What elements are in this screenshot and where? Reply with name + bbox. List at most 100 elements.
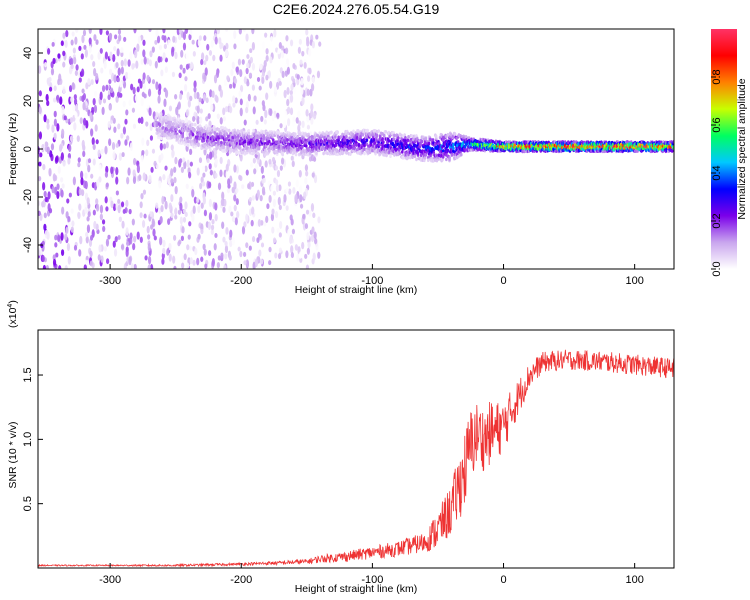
noise-cell: [269, 36, 274, 42]
noise-cell: [214, 172, 218, 179]
noise-cell: [253, 168, 257, 175]
noise-cell: [52, 97, 57, 103]
noise-cell: [113, 248, 118, 257]
noise-cell: [301, 120, 305, 129]
noise-cell: [229, 106, 233, 114]
noise-cell: [149, 135, 154, 141]
noise-cell: [79, 117, 83, 124]
ridge-cell: [408, 155, 412, 160]
noise-cell: [213, 74, 218, 84]
noise-cell: [81, 34, 85, 44]
noise-cell: [122, 100, 126, 108]
noise-cell: [122, 208, 126, 214]
ridge-cell: [257, 146, 261, 151]
ridge-cell: [340, 146, 344, 151]
ridge-cell: [346, 131, 350, 136]
noise-cell: [281, 45, 285, 52]
ridge-cell: [366, 128, 369, 133]
noise-cell: [92, 97, 96, 106]
noise-cell: [234, 217, 238, 226]
noise-cell: [274, 252, 278, 259]
noise-cell: [186, 159, 190, 168]
noise-cell: [157, 95, 161, 104]
noise-cell: [229, 229, 233, 238]
noise-cell: [73, 244, 78, 251]
noise-cell: [140, 155, 144, 162]
noise-cell: [193, 196, 198, 204]
noise-cell: [308, 67, 312, 75]
noise-cell: [115, 143, 119, 148]
noise-cell: [146, 74, 150, 82]
noise-cell: [117, 198, 121, 205]
noise-cell: [208, 250, 212, 256]
noise-cell: [82, 29, 87, 37]
noise-cell: [43, 190, 47, 198]
noise-cell: [311, 40, 316, 49]
noise-cell: [127, 59, 131, 67]
ridge-cell: [272, 146, 276, 151]
noise-cell: [82, 101, 86, 111]
noise-cell: [233, 43, 237, 50]
noise-cell: [278, 232, 282, 238]
noise-cell: [148, 107, 152, 116]
noise-cell: [61, 105, 65, 115]
noise-cell: [132, 242, 136, 251]
noise-cell: [65, 30, 69, 38]
noise-cell: [170, 212, 174, 219]
noise-cell: [93, 34, 97, 41]
noise-cell: [150, 263, 154, 269]
noise-cell: [213, 243, 217, 251]
noise-cell: [140, 192, 144, 200]
noise-cell: [239, 84, 244, 93]
noise-cell: [233, 194, 237, 202]
ridge-cell: [378, 137, 381, 142]
y-tick-label: 40: [22, 47, 34, 59]
noise-cell: [158, 180, 162, 189]
noise-cell: [54, 242, 58, 248]
ridge-cell: [385, 153, 388, 157]
noise-cell: [142, 83, 147, 91]
noise-cell: [52, 57, 56, 65]
noise-cell: [250, 181, 255, 187]
noise-cell: [174, 214, 178, 220]
ridge-cell: [449, 132, 453, 137]
noise-cell: [147, 242, 151, 252]
noise-cell: [219, 89, 223, 98]
noise-cell: [100, 148, 104, 155]
noise-cell: [196, 197, 200, 203]
noise-cell: [310, 103, 314, 111]
noise-cell: [313, 231, 317, 240]
noise-cell: [226, 187, 231, 194]
noise-cell: [161, 252, 165, 260]
noise-cell: [88, 29, 92, 34]
noise-cell: [157, 56, 161, 63]
noise-cell: [64, 233, 68, 241]
ridge-cell: [297, 147, 300, 152]
colorbar-tick-label: 0.8: [711, 69, 723, 84]
noise-cell: [299, 59, 303, 65]
noise-cell: [132, 157, 137, 166]
x-tick-label: -100: [361, 275, 383, 287]
noise-cell: [275, 184, 280, 193]
noise-cell: [271, 208, 275, 215]
snr-multiplier: (x104): [7, 300, 19, 328]
noise-cell: [197, 205, 201, 214]
noise-cell: [182, 67, 186, 74]
noise-cell: [245, 242, 249, 249]
noise-cell: [174, 185, 178, 195]
ridge-cell: [387, 139, 391, 143]
noise-cell: [271, 226, 275, 234]
ridge-cell: [269, 142, 273, 146]
noise-cell: [155, 29, 159, 37]
ridge-cell: [356, 129, 360, 133]
noise-cell: [214, 233, 218, 239]
noise-cell: [70, 57, 74, 66]
noise-cell: [210, 228, 214, 235]
noise-cell: [217, 255, 221, 261]
noise-cell: [159, 216, 163, 224]
noise-cell: [252, 106, 256, 115]
noise-cell: [53, 118, 58, 127]
noise-cell: [147, 255, 152, 265]
noise-cell: [117, 235, 121, 240]
noise-cell: [192, 116, 196, 122]
